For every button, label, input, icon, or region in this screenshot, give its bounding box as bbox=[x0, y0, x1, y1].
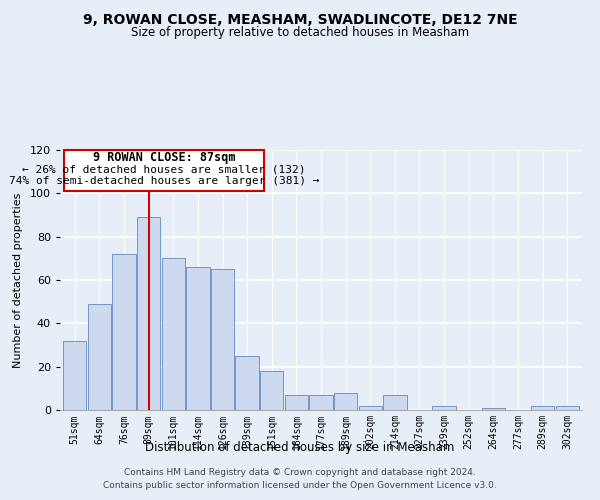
Bar bbox=[63, 340, 86, 410]
Text: 74% of semi-detached houses are larger (381) →: 74% of semi-detached houses are larger (… bbox=[9, 176, 319, 186]
Bar bbox=[383, 395, 407, 410]
Text: 9, ROWAN CLOSE, MEASHAM, SWADLINCOTE, DE12 7NE: 9, ROWAN CLOSE, MEASHAM, SWADLINCOTE, DE… bbox=[83, 12, 517, 26]
Bar bbox=[88, 304, 111, 410]
Bar bbox=[284, 395, 308, 410]
Bar bbox=[334, 392, 358, 410]
Bar bbox=[235, 356, 259, 410]
Bar bbox=[433, 406, 456, 410]
Bar bbox=[482, 408, 505, 410]
Bar bbox=[211, 269, 234, 410]
Bar bbox=[137, 217, 160, 410]
Text: Size of property relative to detached houses in Measham: Size of property relative to detached ho… bbox=[131, 26, 469, 39]
Bar bbox=[531, 406, 554, 410]
Bar bbox=[161, 258, 185, 410]
Bar bbox=[112, 254, 136, 410]
Bar bbox=[186, 267, 209, 410]
Text: ← 26% of detached houses are smaller (132): ← 26% of detached houses are smaller (13… bbox=[22, 164, 306, 174]
Bar bbox=[359, 406, 382, 410]
Bar bbox=[310, 395, 332, 410]
Bar bbox=[64, 150, 265, 191]
Text: Contains public sector information licensed under the Open Government Licence v3: Contains public sector information licen… bbox=[103, 480, 497, 490]
Bar bbox=[260, 371, 283, 410]
Bar bbox=[556, 406, 579, 410]
Text: Distribution of detached houses by size in Measham: Distribution of detached houses by size … bbox=[145, 441, 455, 454]
Text: Contains HM Land Registry data © Crown copyright and database right 2024.: Contains HM Land Registry data © Crown c… bbox=[124, 468, 476, 477]
Y-axis label: Number of detached properties: Number of detached properties bbox=[13, 192, 23, 368]
Text: 9 ROWAN CLOSE: 87sqm: 9 ROWAN CLOSE: 87sqm bbox=[93, 151, 235, 164]
